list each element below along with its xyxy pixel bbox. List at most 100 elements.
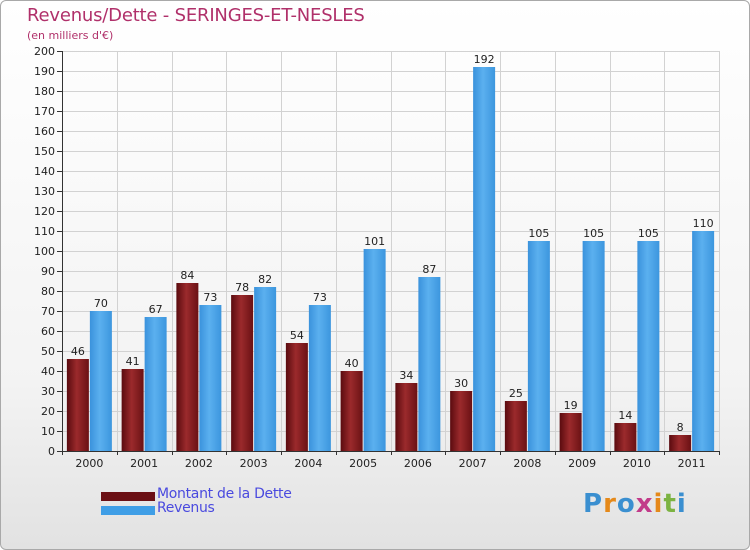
- legend-label-dette: Montant de la Dette: [157, 486, 292, 502]
- data-label-revenus: 82: [258, 273, 272, 286]
- logo-letter: o: [616, 489, 636, 519]
- x-tick-label: 2009: [568, 457, 596, 470]
- data-label-revenus: 73: [203, 291, 217, 304]
- y-tick-label: 200: [34, 45, 55, 58]
- legend-swatch-dette: [101, 492, 155, 501]
- y-tick-label: 10: [41, 425, 55, 438]
- y-tick-label: 170: [34, 105, 55, 118]
- data-label-revenus: 110: [693, 217, 714, 230]
- proxiti-logo: Proxiti: [583, 489, 687, 519]
- bar-revenus: [199, 305, 222, 451]
- data-label-revenus: 87: [422, 263, 436, 276]
- logo-letter: P: [583, 489, 604, 519]
- x-tick-label: 2006: [404, 457, 432, 470]
- x-tick-label: 2002: [185, 457, 213, 470]
- data-label-dette: 40: [345, 357, 359, 370]
- data-label-revenus: 192: [474, 53, 495, 66]
- y-tick-label: 0: [48, 445, 55, 458]
- data-label-dette: 30: [454, 377, 468, 390]
- bar-dette: [559, 413, 582, 451]
- bar-dette: [285, 343, 308, 451]
- chart-subtitle: (en milliers d'€): [27, 29, 114, 42]
- data-label-dette: 19: [564, 399, 578, 412]
- bar-dette: [395, 383, 418, 451]
- data-label-dette: 46: [71, 345, 85, 358]
- bar-dette: [340, 371, 363, 451]
- bar-dette: [121, 369, 144, 451]
- logo-letter: t: [663, 489, 677, 519]
- data-label-revenus: 67: [149, 303, 163, 316]
- logo-letter: i: [676, 489, 687, 519]
- y-tick-label: 20: [41, 405, 55, 418]
- y-tick-label: 130: [34, 185, 55, 198]
- bar-dette: [614, 423, 637, 451]
- bar-dette: [669, 435, 692, 451]
- bar-dette: [504, 401, 527, 451]
- y-tick-label: 90: [41, 265, 55, 278]
- bar-dette: [231, 295, 254, 451]
- data-label-dette: 34: [399, 369, 413, 382]
- legend-label-revenus: Revenus: [157, 500, 215, 516]
- y-tick-label: 30: [41, 385, 55, 398]
- bars-layer: [66, 67, 715, 451]
- data-label-revenus: 105: [638, 227, 659, 240]
- x-tick-label: 2001: [130, 457, 158, 470]
- bar-revenus: [692, 231, 715, 451]
- y-tick-label: 150: [34, 145, 55, 158]
- bar-revenus: [89, 311, 112, 451]
- data-label-dette: 54: [290, 329, 304, 342]
- data-label-revenus: 105: [528, 227, 549, 240]
- bar-revenus: [308, 305, 331, 451]
- bar-revenus: [527, 241, 550, 451]
- bar-revenus: [637, 241, 660, 451]
- bar-dette: [450, 391, 473, 451]
- y-tick-label: 100: [34, 245, 55, 258]
- y-tick-label: 50: [41, 345, 55, 358]
- data-labels-layer: 46 70 41 67 84 73 78 82 54 73 40 101 34 87 30 192 25 105 1…: [71, 53, 714, 434]
- x-tick-label: 2008: [513, 457, 541, 470]
- legend-swatch-revenus: [101, 506, 155, 515]
- x-tick-label: 2010: [623, 457, 651, 470]
- data-label-revenus: 101: [364, 235, 385, 248]
- x-tick-label: 2004: [294, 457, 322, 470]
- y-tick-label: 80: [41, 285, 55, 298]
- data-label-dette: 84: [180, 269, 194, 282]
- x-tick-label: 2007: [459, 457, 487, 470]
- y-tick-label: 160: [34, 125, 55, 138]
- y-tick-label: 140: [34, 165, 55, 178]
- data-label-dette: 41: [126, 355, 140, 368]
- data-label-revenus: 73: [313, 291, 327, 304]
- bar-revenus: [582, 241, 605, 451]
- bar-dette: [66, 359, 89, 451]
- x-tick-label: 2005: [349, 457, 377, 470]
- y-tick-label: 110: [34, 225, 55, 238]
- y-tick-label: 190: [34, 65, 55, 78]
- bar-revenus: [254, 287, 277, 451]
- bar-dette: [176, 283, 199, 451]
- logo-letter: r: [603, 489, 617, 519]
- bar-revenus: [473, 67, 496, 451]
- logo-letter: i: [653, 489, 664, 519]
- data-label-dette: 78: [235, 281, 249, 294]
- y-tick-label: 180: [34, 85, 55, 98]
- logo-letter: x: [635, 489, 654, 519]
- bar-revenus: [144, 317, 167, 451]
- x-tick-label: 2003: [240, 457, 268, 470]
- data-label-dette: 14: [618, 409, 632, 422]
- data-label-dette: 25: [509, 387, 523, 400]
- data-label-dette: 8: [677, 421, 684, 434]
- y-tick-label: 40: [41, 365, 55, 378]
- y-tick-label: 60: [41, 325, 55, 338]
- x-tick-label: 2011: [678, 457, 706, 470]
- bar-revenus: [418, 277, 441, 451]
- data-label-revenus: 70: [94, 297, 108, 310]
- y-tick-label: 120: [34, 205, 55, 218]
- chart-title: Revenus/Dette - SERINGES-ET-NESLES: [27, 5, 365, 26]
- axes-layer: 0 10 20 30 40 50 60 70 80 90 100 110 120 130 140 150 160…: [34, 45, 720, 470]
- x-tick-label: 2000: [75, 457, 103, 470]
- y-tick-label: 70: [41, 305, 55, 318]
- data-label-revenus: 105: [583, 227, 604, 240]
- bar-revenus: [363, 249, 386, 451]
